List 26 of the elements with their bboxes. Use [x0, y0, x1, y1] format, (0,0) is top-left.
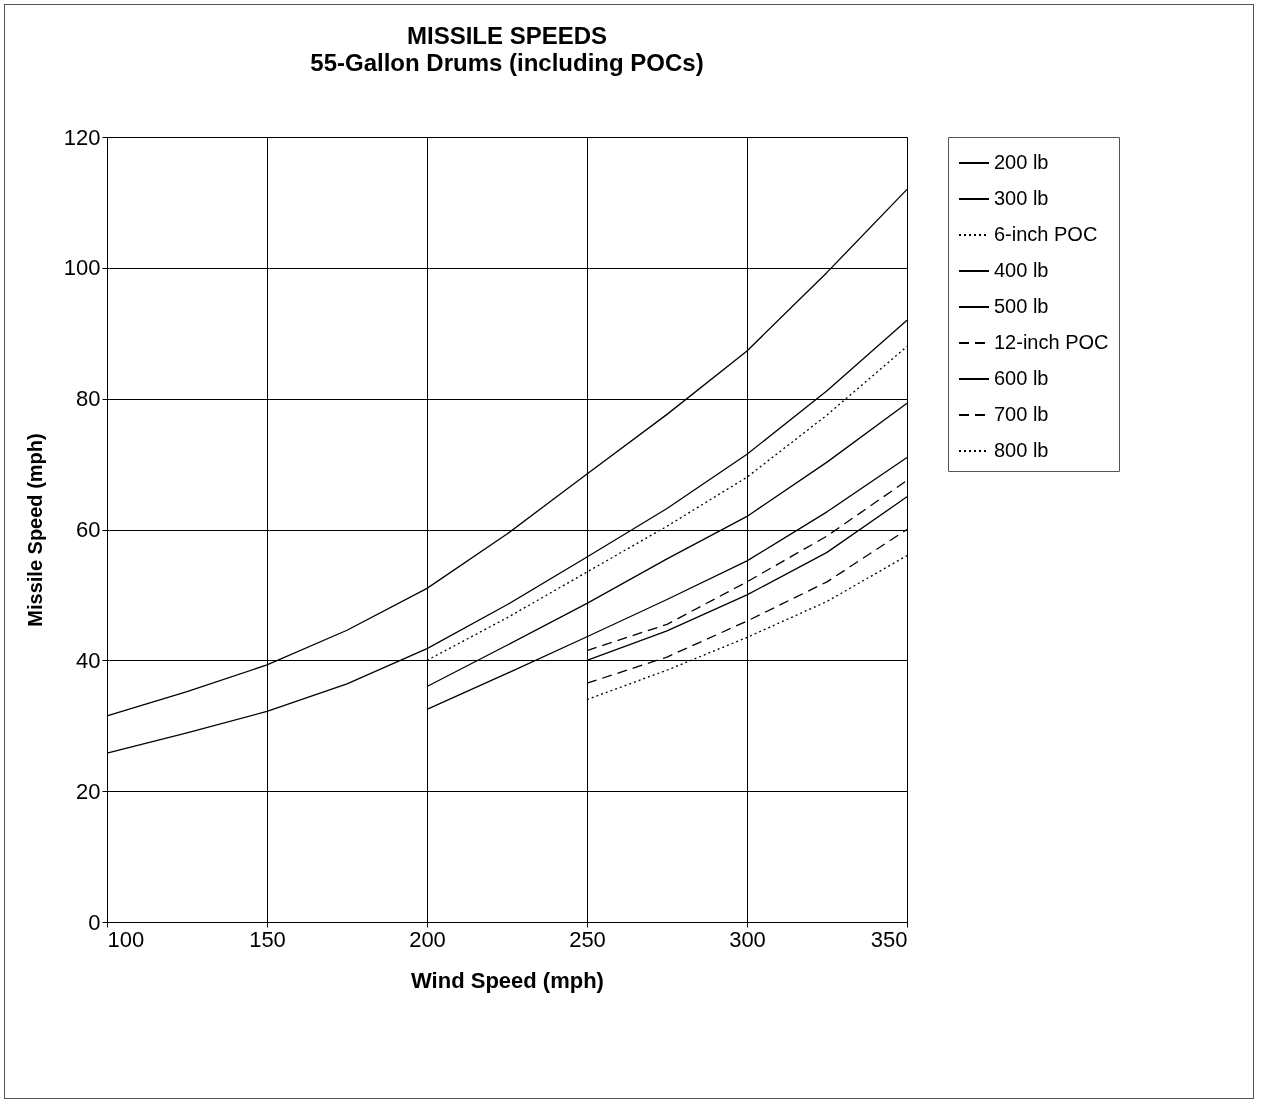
y-tick-label: 20: [76, 778, 101, 804]
chart-title: MISSILE SPEEDS: [406, 22, 608, 49]
x-tick-label: 150: [249, 926, 286, 952]
legend-label: 400 lb: [994, 259, 1049, 281]
chart-subtitle: 55-Gallon Drums (including POCs): [310, 49, 704, 76]
legend-label: 700 lb: [994, 403, 1049, 425]
y-tick-label: 60: [76, 517, 101, 542]
x-tick-label: 300: [729, 926, 766, 952]
legend-label: 600 lb: [994, 367, 1049, 389]
legend-label: 300 lb: [994, 187, 1049, 209]
x-axis-title: Wind Speed (mph): [411, 967, 604, 993]
legend-label: 200 lb: [994, 151, 1049, 173]
x-tick-label: 350: [870, 926, 908, 952]
y-tick-label: 80: [76, 386, 101, 412]
legend-label: 6-inch POC: [994, 223, 1098, 245]
y-axis-title: Missile Speed (mph): [23, 433, 46, 627]
legend-label: 12-inch POC: [994, 331, 1109, 353]
x-tick-label: 200: [409, 926, 446, 952]
legend-label: 500 lb: [994, 295, 1049, 317]
y-tick-label: 120: [63, 124, 101, 150]
y-tick-label: 40: [76, 647, 101, 673]
x-tick-label: 100: [107, 926, 145, 952]
x-tick-label: 250: [569, 926, 606, 952]
y-tick-label: 0: [88, 909, 101, 935]
y-tick-label: 100: [63, 255, 101, 281]
legend-label: 800 lb: [994, 439, 1049, 461]
